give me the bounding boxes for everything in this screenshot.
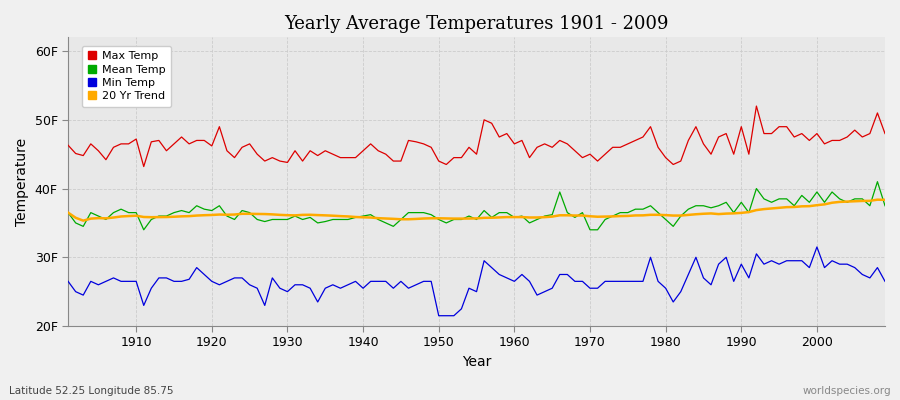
Legend: Max Temp, Mean Temp, Min Temp, 20 Yr Trend: Max Temp, Mean Temp, Min Temp, 20 Yr Tre…: [82, 46, 171, 107]
Y-axis label: Temperature: Temperature: [15, 138, 29, 226]
Title: Yearly Average Temperatures 1901 - 2009: Yearly Average Temperatures 1901 - 2009: [284, 15, 669, 33]
Text: Latitude 52.25 Longitude 85.75: Latitude 52.25 Longitude 85.75: [9, 386, 174, 396]
Text: worldspecies.org: worldspecies.org: [803, 386, 891, 396]
X-axis label: Year: Year: [462, 355, 491, 369]
